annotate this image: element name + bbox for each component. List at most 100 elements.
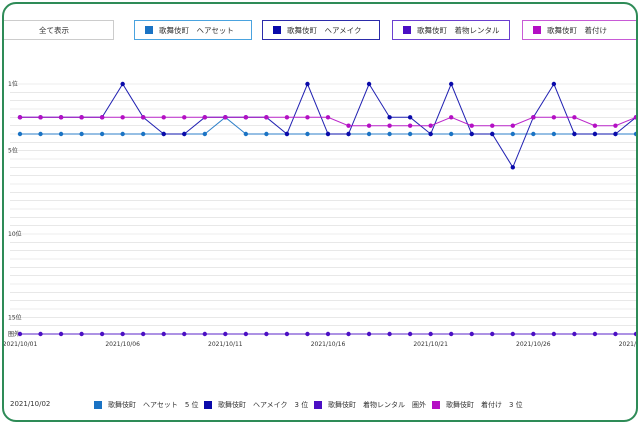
data-point-2 (469, 331, 474, 337)
data-point-1 (592, 131, 598, 137)
y-tick-label: 5位 (8, 147, 18, 155)
data-point-3 (38, 115, 43, 120)
data-point-1 (284, 131, 290, 137)
data-point-0 (202, 131, 207, 137)
data-point-1 (407, 115, 413, 120)
legend-swatch-kitsuke (432, 401, 440, 409)
data-point-0 (510, 131, 515, 137)
legend-label-hair-set: 歌舞伎町 ヘアセット 5 位 (108, 401, 199, 409)
data-point-3 (592, 123, 598, 128)
data-point-2 (202, 331, 207, 337)
data-point-3 (17, 115, 23, 120)
legend-swatch-kimono-rental (314, 401, 322, 409)
kimono-rental-swatch (403, 26, 411, 34)
legend-date: 2021/10/02 (10, 400, 51, 408)
data-point-2 (449, 331, 454, 337)
data-point-2 (531, 331, 536, 337)
y-tick-label: 10位 (8, 230, 22, 238)
toggle-hair-set[interactable]: 歌舞伎町 ヘアセット (134, 20, 252, 40)
data-point-3 (161, 115, 166, 120)
legend-item-hair-set: 歌舞伎町 ヘアセット 5 位 (94, 400, 199, 410)
data-point-0 (141, 131, 146, 137)
show-all-label: 全て表示 (39, 25, 69, 35)
show-all-button[interactable]: 全て表示 (4, 20, 114, 40)
data-point-2 (346, 331, 351, 337)
data-point-3 (305, 115, 310, 120)
data-point-2 (572, 331, 577, 337)
legend-label-kitsuke: 歌舞伎町 着付け 3 位 (446, 401, 523, 409)
data-point-3 (58, 115, 64, 120)
legend-item-kimono-rental: 歌舞伎町 着物レンタル 圏外 (314, 400, 426, 410)
data-point-0 (449, 131, 454, 137)
data-point-1 (613, 131, 618, 137)
data-point-2 (182, 331, 187, 337)
data-point-0 (58, 131, 64, 137)
data-point-3 (407, 123, 413, 128)
kitsuke-swatch (533, 26, 541, 34)
data-point-3 (284, 115, 290, 120)
legend-swatch-hair-makeup (204, 401, 212, 409)
data-point-0 (551, 131, 557, 137)
legend-item-hair-makeup: 歌舞伎町 ヘアメイク 3 位 (204, 400, 308, 410)
data-point-0 (120, 131, 125, 137)
data-point-3 (182, 115, 187, 120)
toggle-hair-makeup[interactable]: 歌舞伎町 ヘアメイク (262, 20, 380, 40)
data-point-3 (99, 115, 105, 120)
data-point-3 (346, 123, 351, 128)
data-point-3 (490, 123, 495, 128)
data-point-2 (58, 331, 64, 337)
data-point-1 (510, 165, 515, 170)
toggle-kitsuke[interactable]: 歌舞伎町 着付け (522, 20, 636, 40)
toggle-kitsuke-label: 歌舞伎町 着付け (547, 25, 607, 35)
data-point-0 (305, 131, 310, 137)
legend-label-hair-makeup: 歌舞伎町 ヘアメイク 3 位 (218, 401, 309, 409)
x-tick-label: 2021/10/26 (516, 341, 551, 348)
x-tick-label: 2021/10/16 (311, 341, 346, 348)
data-point-2 (99, 331, 105, 337)
data-point-3 (120, 115, 125, 120)
x-tick-label: 2021/10/01 (4, 341, 37, 348)
data-point-2 (161, 331, 166, 337)
data-point-3 (428, 123, 433, 128)
data-point-3 (531, 115, 536, 120)
data-point-3 (366, 123, 372, 128)
data-point-2 (490, 331, 495, 337)
toggle-kimono-rental-label: 歌舞伎町 着物レンタル (417, 25, 500, 35)
data-point-2 (141, 331, 146, 337)
data-point-1 (572, 131, 577, 137)
data-point-0 (17, 131, 23, 137)
data-point-3 (469, 123, 474, 128)
toggle-hair-makeup-label: 歌舞伎町 ヘアメイク (287, 25, 362, 35)
legend-swatch-hair-set (94, 401, 102, 409)
data-point-0 (79, 131, 84, 137)
toggle-kimono-rental[interactable]: 歌舞伎町 着物レンタル (392, 20, 510, 40)
data-point-2 (510, 331, 515, 337)
data-point-0 (366, 131, 372, 137)
y-tick-label: 圏外 (8, 330, 20, 338)
y-tick-label: 15位 (8, 313, 22, 321)
data-point-1 (325, 131, 331, 137)
data-point-3 (223, 115, 228, 120)
data-point-2 (79, 331, 84, 337)
data-point-2 (223, 331, 228, 337)
data-point-2 (366, 331, 372, 337)
data-point-1 (346, 131, 351, 137)
data-point-0 (38, 131, 43, 137)
data-point-2 (428, 331, 433, 337)
data-point-1 (182, 131, 187, 137)
data-point-3 (613, 123, 618, 128)
data-point-1 (305, 81, 310, 87)
data-point-1 (490, 131, 495, 137)
data-point-2 (243, 331, 249, 337)
y-tick-label: 1位 (8, 80, 18, 88)
data-point-3 (202, 115, 207, 120)
data-point-0 (387, 131, 392, 137)
legend-item-kitsuke: 歌舞伎町 着付け 3 位 (432, 400, 523, 410)
data-point-2 (633, 331, 636, 337)
data-point-1 (449, 81, 454, 87)
data-point-0 (243, 131, 249, 137)
data-point-3 (325, 115, 331, 120)
data-point-2 (592, 331, 598, 337)
data-point-3 (243, 115, 249, 120)
